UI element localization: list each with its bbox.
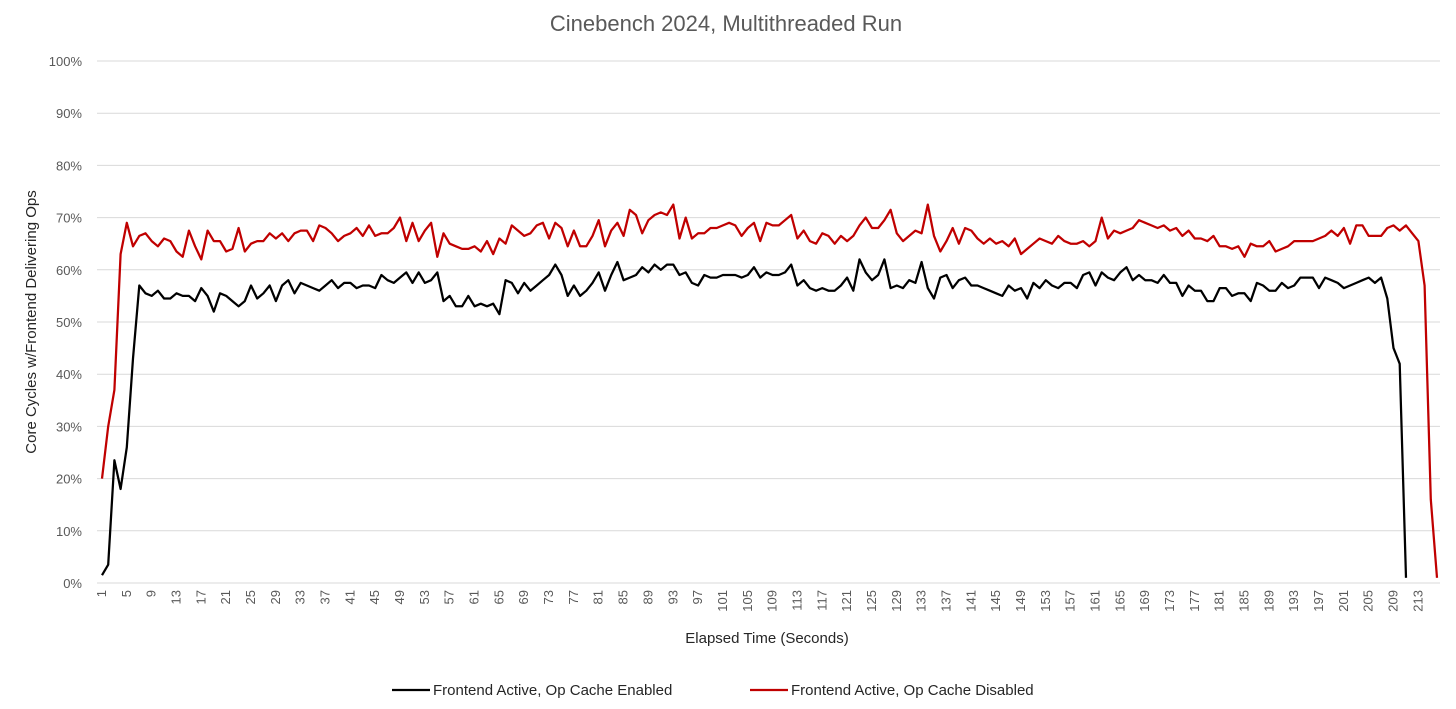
x-tick-label: 53	[417, 590, 432, 604]
y-tick-label: 40%	[56, 367, 82, 382]
x-tick-label: 85	[616, 590, 631, 604]
x-tick-label: 113	[789, 590, 804, 611]
x-tick-label: 29	[268, 590, 283, 604]
x-tick-label: 109	[765, 590, 780, 612]
x-tick-label: 169	[1137, 590, 1152, 612]
x-tick-label: 45	[367, 590, 382, 604]
x-tick-label: 121	[839, 590, 854, 612]
y-axis-label: Core Cycles w/Frontend Delivering Ops	[23, 190, 40, 453]
y-tick-label: 80%	[56, 158, 82, 173]
x-tick-label: 73	[541, 590, 556, 604]
x-tick-label: 89	[640, 590, 655, 604]
y-tick-label: 20%	[56, 472, 82, 487]
x-tick-label: 185	[1237, 590, 1252, 612]
x-tick-label: 153	[1038, 590, 1053, 612]
x-tick-label: 17	[193, 590, 208, 604]
series-line-2	[100, 203, 1439, 578]
x-tick-label: 213	[1410, 590, 1425, 612]
x-tick-label: 197	[1311, 590, 1326, 612]
y-tick-label: 100%	[49, 54, 83, 69]
x-tick-label: 201	[1336, 590, 1351, 612]
x-tick-label: 165	[1112, 590, 1127, 612]
legend-label-1: Frontend Active, Op Cache Enabled	[433, 682, 672, 699]
x-tick-label: 93	[665, 590, 680, 604]
y-tick-label: 0%	[63, 576, 82, 591]
x-tick-label: 13	[169, 590, 184, 604]
y-tick-label: 50%	[56, 315, 82, 330]
legend: Frontend Active, Op Cache Enabled Fronten…	[392, 682, 1034, 699]
x-tick-label: 133	[914, 590, 929, 612]
y-tick-label: 70%	[56, 211, 82, 226]
y-tick-label: 60%	[56, 263, 82, 278]
x-tick-label: 101	[715, 590, 730, 612]
x-axis-label: Elapsed Time (Seconds)	[685, 630, 848, 647]
x-tick-label: 105	[740, 590, 755, 612]
series-lines	[100, 203, 1439, 578]
x-tick-label: 57	[442, 590, 457, 604]
x-tick-label: 9	[144, 590, 159, 597]
y-axis-ticks: 0% 10% 20% 30% 40% 50% 60% 70% 80% 90% 100%	[49, 54, 83, 591]
x-tick-label: 157	[1063, 590, 1078, 612]
x-tick-label: 129	[889, 590, 904, 612]
x-tick-label: 173	[1162, 590, 1177, 612]
x-tick-label: 61	[467, 590, 482, 604]
x-tick-label: 97	[690, 590, 705, 604]
x-tick-label: 41	[342, 590, 357, 604]
x-tick-label: 161	[1087, 590, 1102, 612]
x-tick-label: 5	[119, 590, 134, 597]
x-tick-label: 69	[516, 590, 531, 604]
y-tick-label: 30%	[56, 419, 82, 434]
series-line-1	[101, 258, 1408, 578]
x-tick-label: 77	[566, 590, 581, 604]
y-tick-label: 10%	[56, 524, 82, 539]
x-tick-label: 81	[591, 590, 606, 604]
x-tick-label: 181	[1212, 590, 1227, 612]
x-tick-label: 141	[963, 590, 978, 612]
chart-title: Cinebench 2024, Multithreaded Run	[550, 11, 902, 36]
x-tick-label: 189	[1261, 590, 1276, 612]
y-tick-label: 90%	[56, 106, 82, 121]
x-tick-label: 149	[1013, 590, 1028, 612]
x-tick-label: 205	[1361, 590, 1376, 612]
x-tick-label: 25	[243, 590, 258, 604]
x-tick-label: 1	[94, 590, 109, 597]
x-tick-label: 37	[318, 590, 333, 604]
x-tick-label: 49	[392, 590, 407, 604]
x-tick-label: 125	[864, 590, 879, 612]
legend-label-2: Frontend Active, Op Cache Disabled	[791, 682, 1034, 699]
x-tick-label: 209	[1386, 590, 1401, 612]
gridlines	[97, 60, 1440, 584]
x-tick-label: 21	[218, 590, 233, 604]
x-tick-label: 117	[814, 590, 829, 611]
x-axis-ticks: 1 5 9 13 17 21 25 29 33 37 41 45 49 53 57 61 65 69 73 77 81 8…	[94, 590, 1425, 612]
x-tick-label: 193	[1286, 590, 1301, 612]
x-tick-label: 177	[1187, 590, 1202, 612]
x-tick-label: 65	[491, 590, 506, 604]
x-tick-label: 33	[293, 590, 308, 604]
x-tick-label: 137	[938, 590, 953, 612]
x-tick-label: 145	[988, 590, 1003, 612]
